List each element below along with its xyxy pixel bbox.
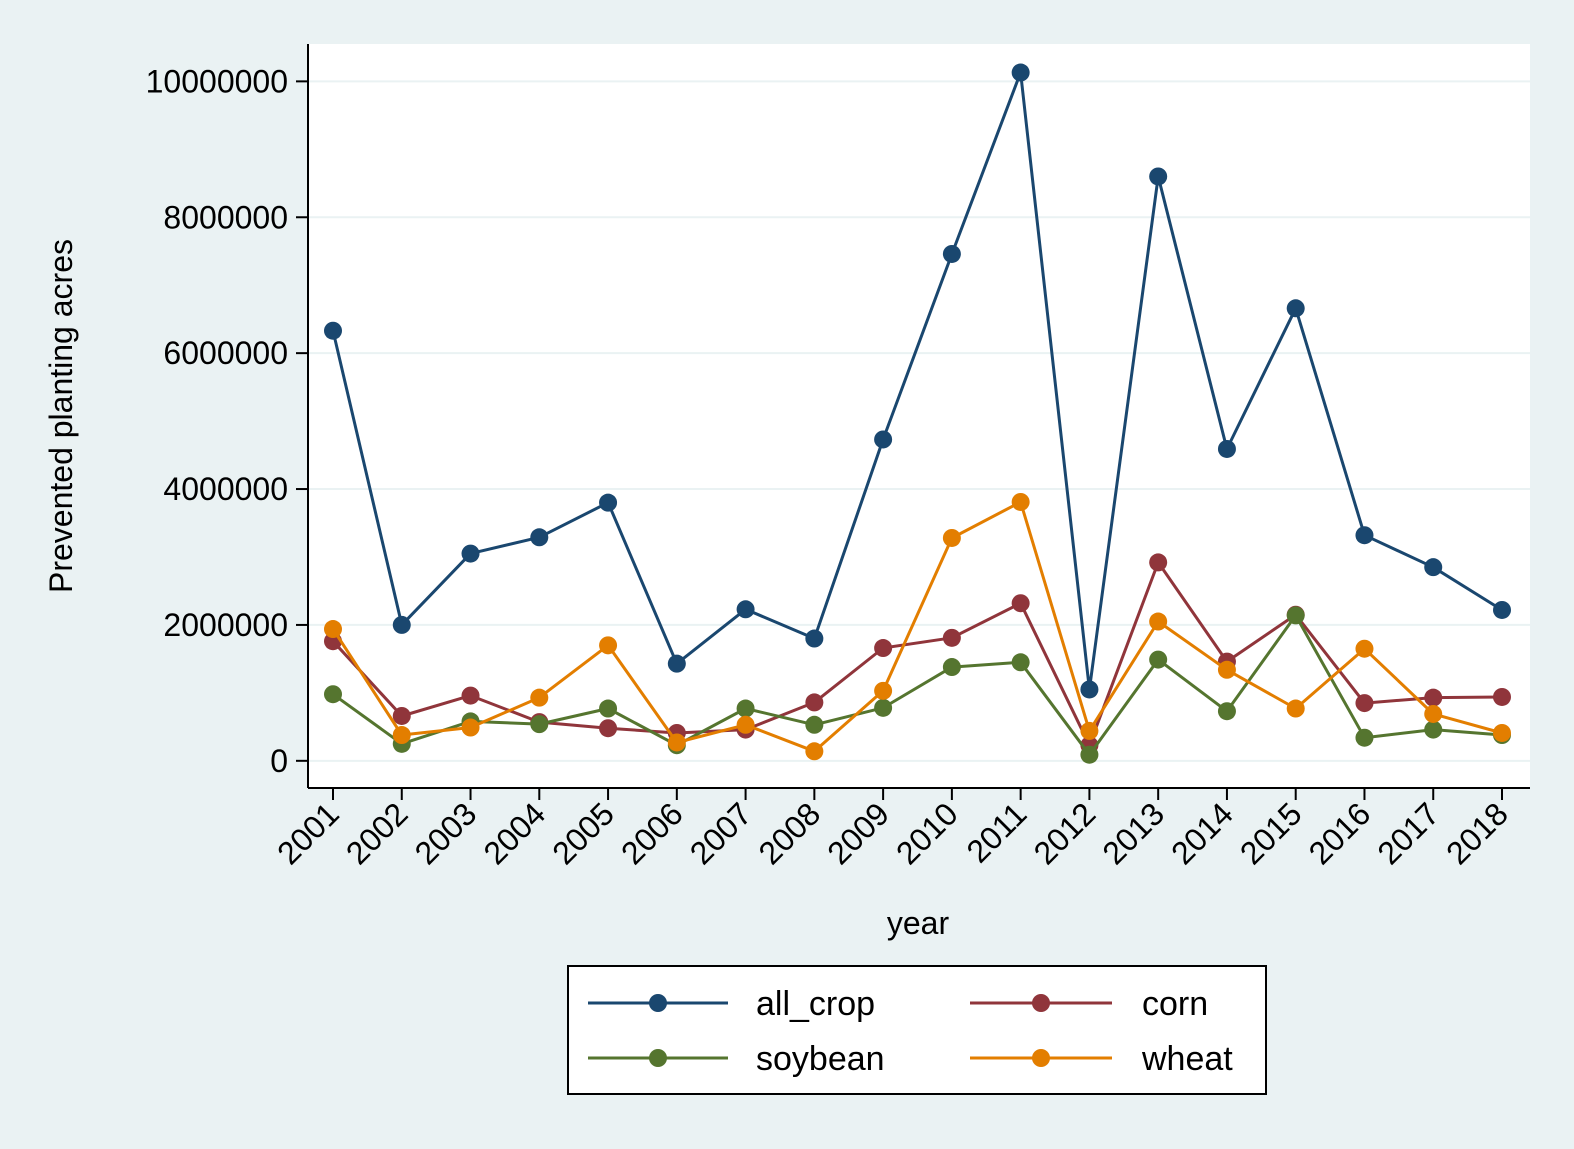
legend-label-soybean: soybean [756, 1040, 885, 1078]
data-point-all_crop [1217, 439, 1236, 458]
gridlines [308, 80, 1530, 762]
data-point-all_crop [1493, 600, 1511, 619]
data-point-wheat [667, 733, 686, 752]
series-all_crop [324, 63, 1511, 699]
data-point-soybean [1011, 653, 1030, 672]
data-point-soybean [1217, 702, 1236, 721]
data-point-all_crop [805, 629, 824, 648]
data-point-wheat [736, 715, 755, 734]
y-tick-label: 6000000 [163, 335, 288, 371]
data-point-soybean [1424, 720, 1443, 739]
data-point-wheat [599, 636, 618, 655]
data-point-all_crop [942, 244, 961, 263]
data-point-corn [1493, 687, 1511, 706]
series-line-corn [331, 560, 1503, 747]
legend: all_crop corn soybean wheat [567, 965, 1267, 1095]
data-point-all_crop [1080, 680, 1099, 699]
data-point-all_crop [530, 528, 549, 547]
data-point-soybean [942, 658, 961, 677]
data-point-soybean [1355, 728, 1374, 747]
data-point-soybean [1286, 606, 1305, 625]
data-point-all_crop [874, 430, 893, 449]
legend-label-all_crop: all_crop [756, 985, 875, 1023]
series-layer [324, 63, 1511, 764]
y-tick-label: 4000000 [163, 471, 288, 507]
data-point-corn [392, 706, 411, 725]
y-tick-label: 2000000 [163, 607, 288, 643]
data-point-all_crop [1355, 526, 1374, 545]
data-point-wheat [1424, 704, 1443, 723]
series-line-wheat [331, 500, 1503, 753]
series-wheat [324, 492, 1511, 761]
y-tick-label: 8000000 [163, 199, 288, 235]
legend-marker-corn [1032, 994, 1050, 1012]
data-point-soybean [1080, 745, 1099, 764]
legend-marker-soybean [649, 1049, 667, 1067]
data-point-wheat [1286, 699, 1305, 718]
data-point-corn [942, 628, 961, 647]
data-point-all_crop [324, 321, 342, 340]
data-point-soybean [324, 685, 342, 704]
data-point-all_crop [1424, 558, 1443, 577]
data-point-wheat [530, 688, 549, 707]
data-point-wheat [324, 620, 342, 639]
legend-marker-wheat [1032, 1049, 1050, 1067]
data-point-all_crop [736, 600, 755, 619]
data-point-soybean [736, 699, 755, 718]
data-point-all_crop [1286, 299, 1305, 318]
data-point-corn [1011, 594, 1030, 613]
series-line-soybean [332, 613, 1503, 757]
data-point-soybean [805, 715, 824, 734]
data-point-all_crop [1011, 63, 1030, 82]
data-point-wheat [1355, 639, 1374, 658]
data-point-wheat [1011, 492, 1030, 511]
y-axis-ticks: 0 2000000 4000000 6000000 8000000 10000000 [146, 63, 308, 779]
legend-marker-all_crop [649, 994, 667, 1012]
y-tick-label: 0 [270, 743, 288, 779]
y-axis-title: Prevented planting acres [43, 239, 79, 593]
data-point-corn [1355, 694, 1374, 713]
data-point-wheat [1493, 723, 1511, 742]
y-tick-label: 10000000 [146, 63, 288, 99]
data-point-wheat [874, 681, 893, 700]
data-point-all_crop [461, 544, 480, 563]
series-line-all_crop [331, 71, 1503, 691]
data-point-wheat [1149, 612, 1168, 631]
data-point-corn [874, 639, 893, 658]
data-point-soybean [874, 698, 893, 717]
data-point-soybean [530, 715, 549, 734]
data-point-wheat [1080, 721, 1099, 740]
x-axis-title: year [887, 905, 950, 941]
data-point-corn [1149, 553, 1168, 572]
data-point-wheat [392, 726, 411, 745]
data-point-wheat [942, 528, 961, 547]
legend-label-wheat: wheat [1141, 1040, 1233, 1078]
data-point-corn [599, 719, 618, 738]
data-point-wheat [461, 718, 480, 737]
data-point-wheat [805, 742, 824, 761]
data-point-all_crop [392, 615, 411, 634]
data-point-all_crop [667, 654, 686, 673]
data-point-corn [1424, 688, 1443, 707]
data-point-all_crop [599, 493, 618, 512]
data-point-wheat [1217, 660, 1236, 679]
legend-box [567, 965, 1267, 1095]
data-point-soybean [1149, 650, 1168, 669]
plot-area [308, 44, 1530, 788]
data-point-corn [805, 693, 824, 712]
data-point-all_crop [1149, 167, 1168, 186]
legend-label-corn: corn [1142, 985, 1208, 1023]
data-point-corn [461, 686, 480, 705]
data-point-soybean [599, 699, 618, 718]
